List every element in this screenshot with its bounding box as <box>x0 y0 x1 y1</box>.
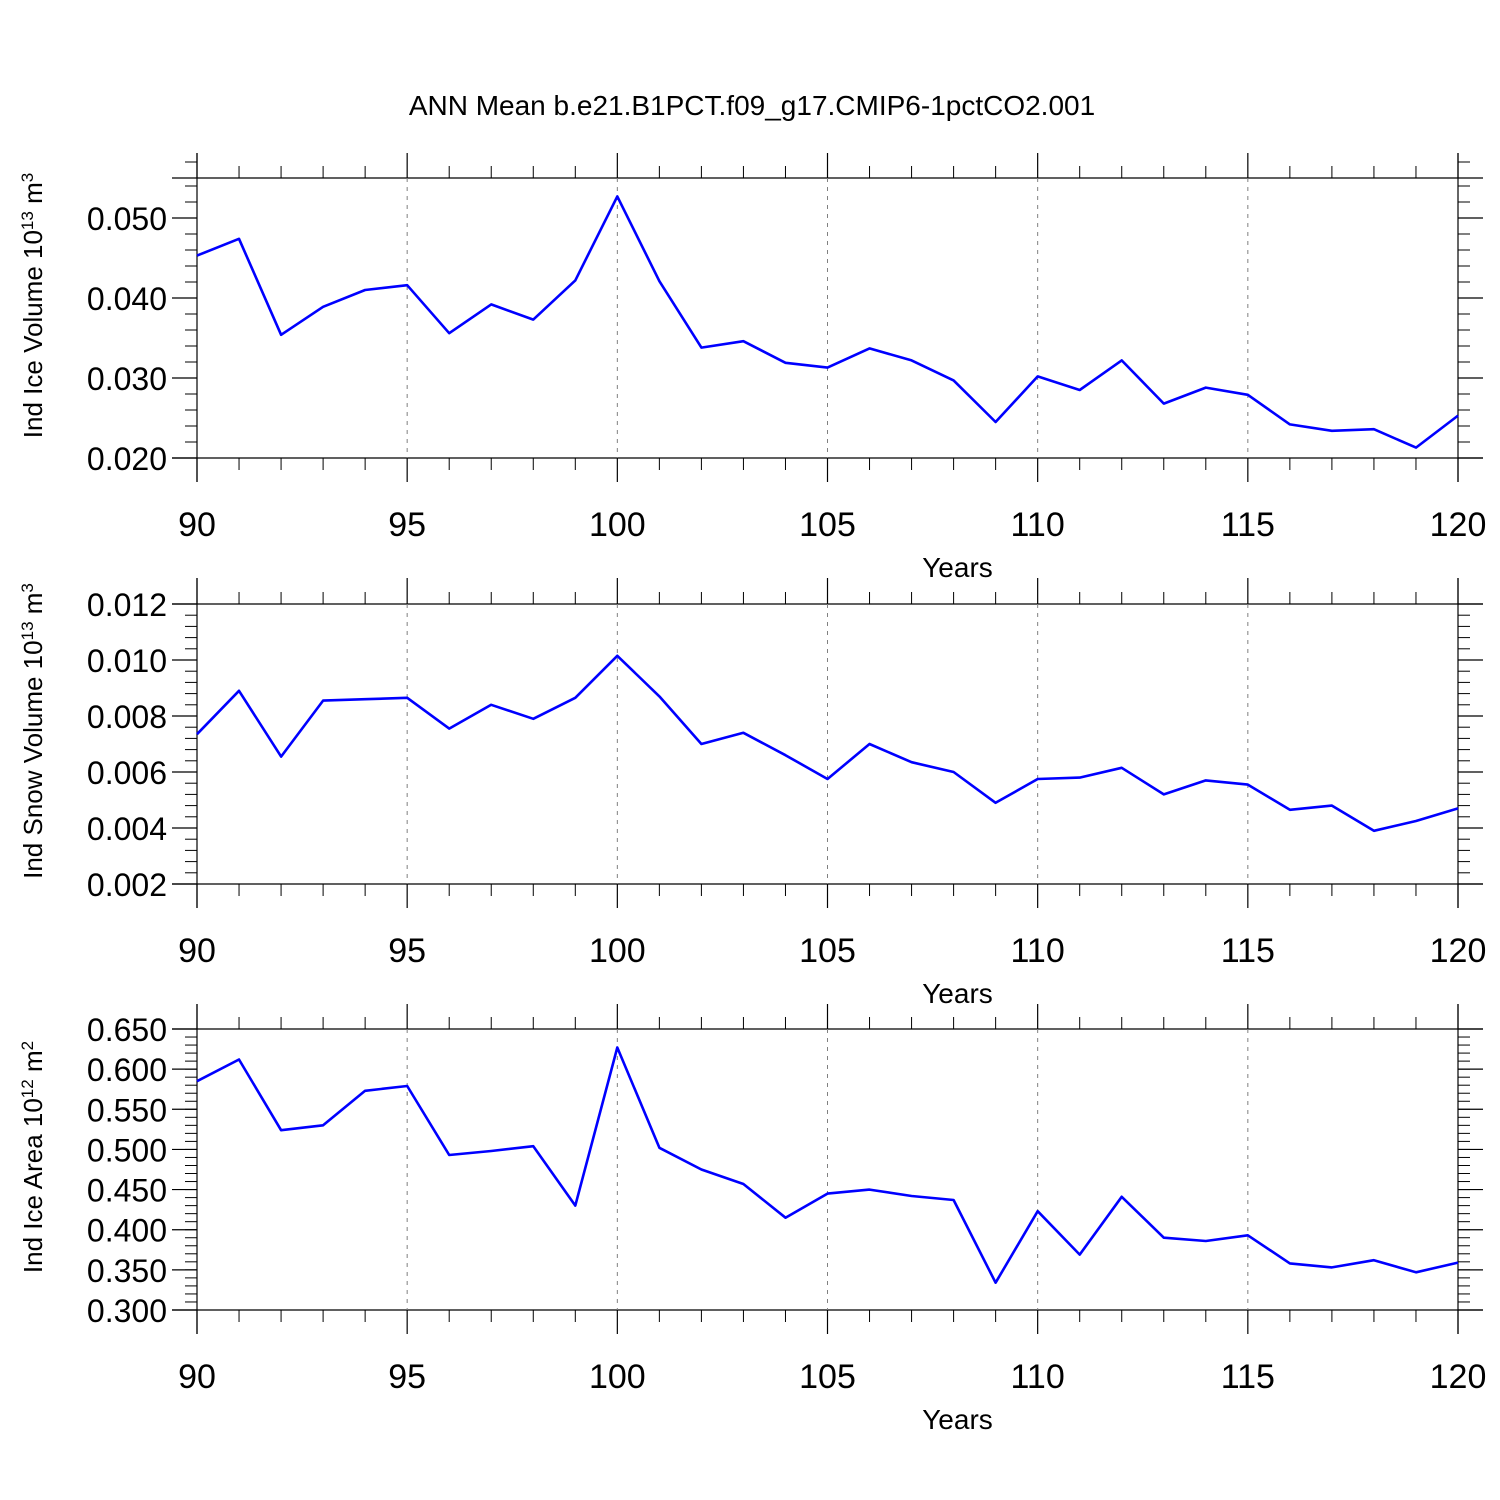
x-tick-label: 100 <box>589 932 646 970</box>
y-axis-label: Ind Snow Volume 1013 m3 <box>18 583 49 879</box>
x-tick-label: 105 <box>799 506 856 544</box>
x-tick-label: 115 <box>1221 932 1275 970</box>
series-line <box>196 1046 1459 1284</box>
y-tick-label: 0.650 <box>87 1012 167 1048</box>
chart-panel-2: 90 95 100 105 110 115 120 0.002 0.004 0.006 0.008 0… <box>18 578 1487 1009</box>
x-tick-label: 90 <box>178 1358 216 1396</box>
x-tick-label: 115 <box>1221 506 1275 544</box>
y-tick-label: 0.020 <box>87 441 167 477</box>
x-tick-label: 105 <box>799 932 856 970</box>
x-tick-label: 95 <box>388 1358 426 1396</box>
x-axis-label: Years <box>922 552 993 583</box>
x-axis-label: Years <box>922 978 993 1009</box>
x-tick-label: 90 <box>178 932 216 970</box>
x-tick-label: 95 <box>388 506 426 544</box>
chart-panel-3: 90 95 100 105 110 115 120 0.300 0.350 0.400 0.450 0… <box>18 1004 1487 1435</box>
y-tick-label: 0.300 <box>87 1293 167 1329</box>
x-tick-label: 100 <box>589 506 646 544</box>
y-tick-label: 0.010 <box>87 643 167 679</box>
x-tick-label: 95 <box>388 932 426 970</box>
x-tick-label: 110 <box>1011 1358 1065 1396</box>
y-tick-label: 0.006 <box>87 755 167 791</box>
y-tick-label: 0.030 <box>87 361 167 397</box>
x-tick-label: 110 <box>1011 506 1065 544</box>
x-tick-label: 115 <box>1221 1358 1275 1396</box>
y-tick-label: 0.004 <box>87 811 167 847</box>
y-tick-label: 0.600 <box>87 1052 167 1088</box>
y-tick-label: 0.008 <box>87 699 167 735</box>
y-tick-label: 0.500 <box>87 1132 167 1168</box>
y-tick-label: 0.450 <box>87 1173 167 1209</box>
y-tick-label: 0.012 <box>87 587 167 623</box>
y-tick-label: 0.400 <box>87 1213 167 1249</box>
x-tick-label: 105 <box>799 1358 856 1396</box>
chart-panel-1: 90 95 100 105 110 115 120 0.020 0.030 0.040 0.050 I… <box>18 153 1487 583</box>
x-tick-label: 110 <box>1011 932 1065 970</box>
x-axis-label: Years <box>922 1404 993 1435</box>
x-tick-label: 90 <box>178 506 216 544</box>
y-tick-label: 0.050 <box>87 201 167 237</box>
y-tick-label: 0.350 <box>87 1253 167 1289</box>
x-tick-label: 120 <box>1430 1358 1487 1396</box>
y-tick-label: 0.550 <box>87 1092 167 1128</box>
y-axis-label: Ind Ice Volume 1013 m3 <box>18 173 49 438</box>
x-tick-label: 100 <box>589 1358 646 1396</box>
y-tick-label: 0.002 <box>87 867 167 903</box>
chart-title: ANN Mean b.e21.B1PCT.f09_g17.CMIP6-1pctC… <box>409 90 1095 121</box>
x-tick-label: 120 <box>1430 506 1487 544</box>
x-tick-label: 120 <box>1430 932 1487 970</box>
y-axis-label: Ind Ice Area 1012 m2 <box>18 1041 49 1273</box>
y-tick-label: 0.040 <box>87 281 167 317</box>
